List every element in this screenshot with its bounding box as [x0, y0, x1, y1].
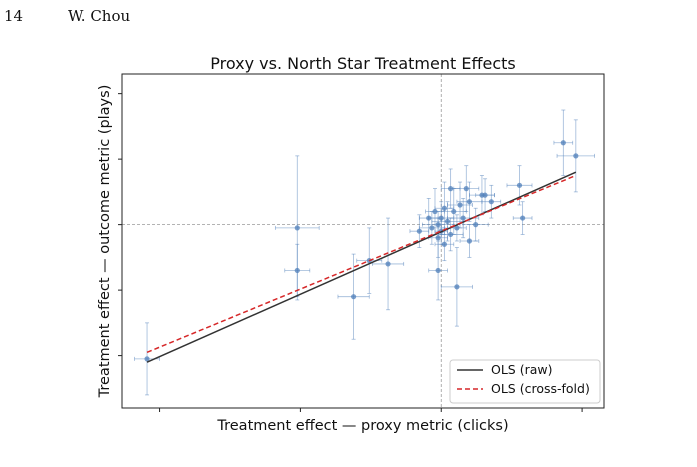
data-point: [448, 231, 454, 238]
data-point: [573, 153, 579, 159]
ols-crossfold-line: [146, 174, 577, 354]
legend: OLS (raw) OLS (cross-fold): [449, 359, 601, 404]
page-header: 14 W. Chou: [4, 7, 130, 25]
data-point: [460, 215, 466, 221]
axis-ticks: [118, 93, 583, 412]
data-point: [444, 218, 451, 224]
data-point: [144, 356, 150, 362]
page-number: 14: [4, 7, 24, 25]
ols-raw-line: [146, 171, 577, 363]
data-points: [144, 140, 579, 362]
data-point: [416, 228, 422, 234]
data-point: [351, 294, 357, 300]
data-point: [454, 225, 460, 231]
data-point: [435, 222, 441, 228]
x-axis-label: Treatment effect — proxy metric (clicks): [216, 418, 508, 434]
data-point: [426, 215, 432, 221]
data-point: [488, 199, 494, 205]
data-point: [560, 140, 566, 146]
data-point: [463, 186, 469, 192]
legend-box: [449, 359, 601, 404]
reference-lines: [122, 74, 604, 408]
data-point: [451, 208, 457, 215]
data-point: [482, 192, 488, 198]
error-bars: [134, 109, 596, 396]
data-point: [457, 202, 463, 208]
plot-frame: [121, 73, 605, 409]
data-point: [432, 208, 438, 215]
data-point: [441, 241, 447, 247]
data-point: [516, 182, 523, 188]
running-head: W. Chou: [68, 7, 131, 25]
data-point: [294, 225, 300, 231]
data-point: [473, 222, 479, 228]
data-point: [448, 186, 454, 192]
legend-label-ols-raw: OLS (raw): [491, 362, 553, 377]
data-point: [466, 199, 473, 205]
data-point: [294, 267, 300, 274]
data-point: [435, 267, 441, 274]
data-point: [438, 215, 444, 221]
data-point: [466, 238, 473, 244]
data-point: [435, 235, 441, 241]
data-point: [454, 284, 460, 290]
legend-label-ols-crossfold: OLS (cross-fold): [491, 381, 590, 396]
chart-title: Proxy vs. North Star Treatment Effects: [210, 54, 516, 73]
fit-lines: [146, 171, 577, 363]
y-axis-label: Treatment effect — outcome metric (plays…: [97, 85, 113, 399]
data-point: [441, 205, 447, 211]
data-point: [385, 261, 391, 267]
data-point: [520, 215, 526, 221]
data-point: [429, 225, 435, 231]
